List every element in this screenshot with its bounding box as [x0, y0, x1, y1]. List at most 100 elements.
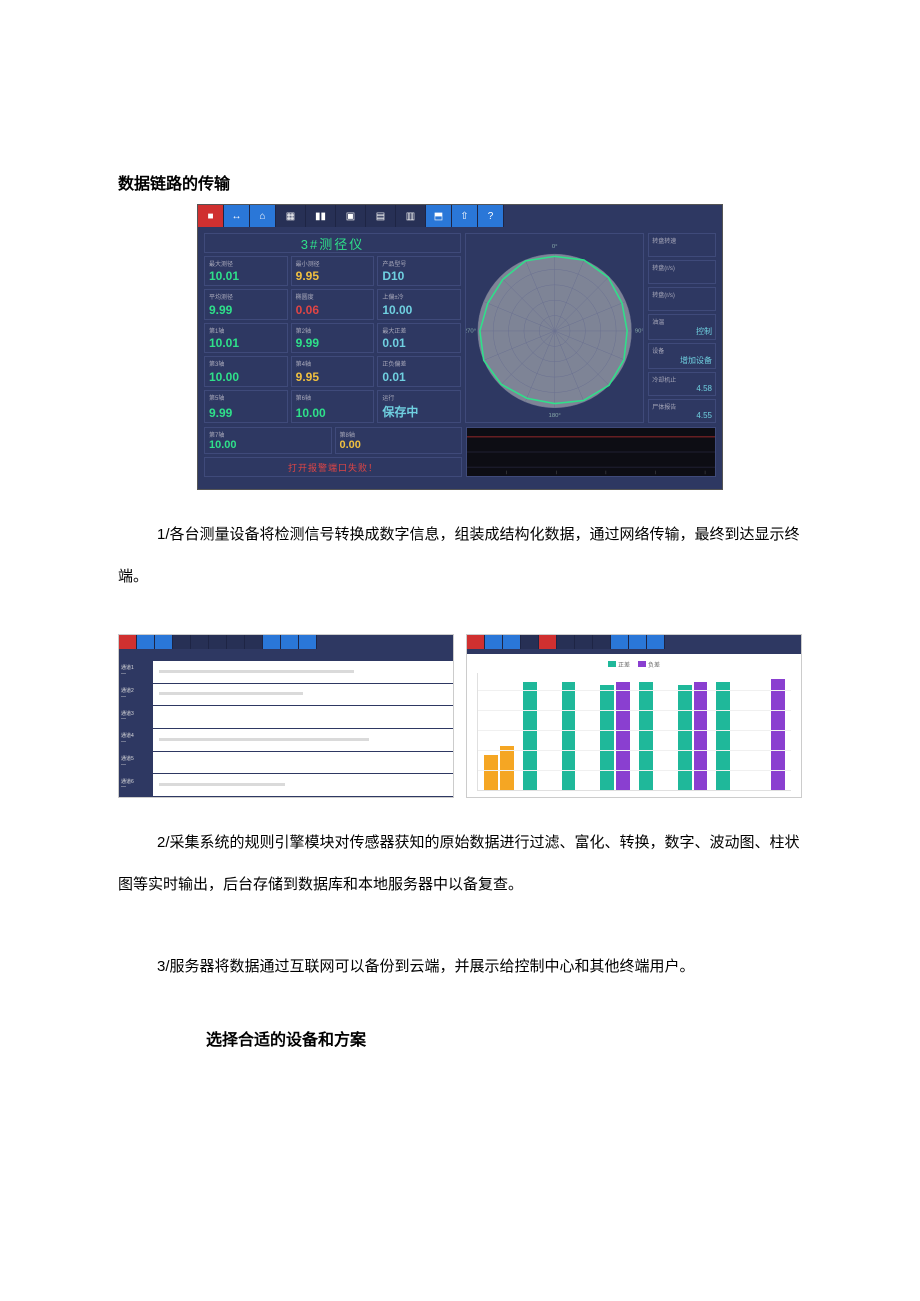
- side-column: 转盘转速 转盘(r/s) 转盘(r/s) 油温 控制设备 增加设备冷却机止 4.…: [648, 233, 716, 423]
- bottom-metrics: 第7轴 10.00第8轴 0.00 打开报警端口失败！: [204, 427, 462, 477]
- device-title-text: 3#测径仪: [301, 234, 364, 253]
- heading-2: 选择合适的设备和方案: [206, 1026, 920, 1050]
- metric-cell: 最小测径 9.95: [291, 256, 375, 286]
- bar-a: [639, 682, 653, 790]
- bar-group: [562, 673, 592, 790]
- heading-1: 数据链路的传输: [118, 170, 920, 194]
- side-box: 转盘转速: [648, 233, 716, 257]
- device-title: 3#测径仪: [204, 233, 461, 253]
- toolbar-nav-button[interactable]: ↔: [224, 205, 250, 227]
- metric-cell: 椭圆度 0.06: [291, 289, 375, 319]
- metric-cell: 第5轴 9.99: [204, 390, 288, 423]
- mini2-btn-red[interactable]: [467, 635, 485, 649]
- side-label: 设备: [652, 346, 712, 355]
- metric-label: 最大正差: [382, 326, 456, 335]
- toolbar-layout3-button[interactable]: ▥: [396, 205, 426, 227]
- toolbar-layout1-button[interactable]: ▣: [336, 205, 366, 227]
- toolbar-stop-button[interactable]: ■: [198, 205, 224, 227]
- metric-label: 最小测径: [296, 259, 370, 268]
- mini1-btn-red[interactable]: [119, 635, 137, 649]
- metric-value: 9.95: [296, 269, 370, 283]
- bar-a: [716, 682, 730, 790]
- metric-value: 0.00: [340, 439, 458, 451]
- side-label: 转盘转速: [652, 236, 712, 245]
- mini1-btn-3[interactable]: [155, 635, 173, 649]
- waveform-chart: [467, 428, 715, 476]
- waveform-row: 通道2—: [119, 684, 453, 707]
- mini1-header: [119, 649, 453, 661]
- side-value: 4.58: [652, 384, 712, 393]
- svg-text:270°: 270°: [466, 329, 476, 335]
- mini1-btn-11[interactable]: [299, 635, 317, 649]
- metric-cell: 第1轴 10.01: [204, 323, 288, 353]
- mini2-btn-10[interactable]: [629, 635, 647, 649]
- mini2-btn-7[interactable]: [575, 635, 593, 649]
- metric-value: D10: [382, 269, 456, 283]
- row-track: [153, 752, 453, 774]
- metric-value: 10.00: [209, 439, 327, 451]
- mini2-toolbar: [467, 635, 801, 649]
- mini2-btn-4[interactable]: [521, 635, 539, 649]
- mini1-btn-4[interactable]: [173, 635, 191, 649]
- mini2-btn-9[interactable]: [611, 635, 629, 649]
- metric-value: 0.06: [296, 303, 370, 317]
- alert-message: 打开报警端口失败！: [204, 457, 462, 477]
- mini-screenshot-barchart: 正差负差: [466, 634, 802, 798]
- waveform-row: 通道5—: [119, 752, 453, 775]
- metric-label: 第6轴: [296, 393, 370, 402]
- mini2-body: 正差负差: [467, 654, 801, 797]
- metric-value: 9.99: [209, 303, 283, 317]
- mini1-btn-7[interactable]: [227, 635, 245, 649]
- bar-a: [484, 755, 498, 790]
- legend-item: 负差: [638, 660, 660, 669]
- metric-label: 正负偏差: [382, 359, 456, 368]
- mini2-btn-8[interactable]: [593, 635, 611, 649]
- paragraph-3: 3/服务器将数据通过互联网可以备份到云端，并展示给控制中心和其他终端用户。: [118, 946, 802, 988]
- metric-cell: 产品型号 D10: [377, 256, 461, 286]
- radar-chart: 0°90°180°270°: [466, 234, 643, 422]
- mini2-btn-6[interactable]: [557, 635, 575, 649]
- toolbar-home-button[interactable]: ⌂: [250, 205, 276, 227]
- waveform-panel: [466, 427, 716, 477]
- toolbar-grid-button[interactable]: ▦: [276, 205, 306, 227]
- toolbar-chart-button[interactable]: ▮▮: [306, 205, 336, 227]
- row-label: 通道5—: [119, 752, 153, 774]
- side-value: 控制: [652, 326, 712, 337]
- toolbar-upload-button[interactable]: ⇧: [452, 205, 478, 227]
- bar-chart: [477, 673, 791, 791]
- mini1-btn-8[interactable]: [245, 635, 263, 649]
- metric-cell: 第4轴 9.95: [291, 356, 375, 386]
- mini2-btn-2[interactable]: [485, 635, 503, 649]
- mini1-btn-2[interactable]: [137, 635, 155, 649]
- row-label: 通道4—: [119, 729, 153, 751]
- dashboard-screenshot: ■ ↔ ⌂ ▦ ▮▮ ▣ ▤ ▥ ⬒ ⇧ ? 3#测径仪 最大测径 10.01最…: [197, 204, 723, 490]
- metric-label: 第5轴: [209, 393, 283, 402]
- metric-value: 10.00: [209, 370, 283, 384]
- mini2-btn-11[interactable]: [647, 635, 665, 649]
- row-label: 通道1—: [119, 661, 153, 683]
- dashboard-toolbar: ■ ↔ ⌂ ▦ ▮▮ ▣ ▤ ▥ ⬒ ⇧ ?: [198, 205, 722, 227]
- metric-cell: 平均测径 9.99: [204, 289, 288, 319]
- bar-group: [678, 673, 708, 790]
- metric-cell: 第2轴 9.99: [291, 323, 375, 353]
- side-label: 油温: [652, 317, 712, 326]
- bottom-metric: 第8轴 0.00: [335, 427, 463, 454]
- paragraph-1: 1/各台测量设备将检测信号转换成数字信息，组装成结构化数据，通过网络传输，最终到…: [118, 514, 802, 598]
- mini1-btn-6[interactable]: [209, 635, 227, 649]
- toolbar-layout2-button[interactable]: ▤: [366, 205, 396, 227]
- metric-value: 10.00: [296, 406, 370, 420]
- bottom-metric: 第7轴 10.00: [204, 427, 332, 454]
- row-label: 通道6—: [119, 774, 153, 796]
- mini1-btn-9[interactable]: [263, 635, 281, 649]
- row-label: 通道2—: [119, 684, 153, 706]
- mini2-btn-5[interactable]: [539, 635, 557, 649]
- metric-value: 10.00: [382, 303, 456, 317]
- toolbar-help-button[interactable]: ?: [478, 205, 504, 227]
- mini2-btn-3[interactable]: [503, 635, 521, 649]
- bar-b: [771, 679, 785, 790]
- toolbar-export-button[interactable]: ⬒: [426, 205, 452, 227]
- svg-text:90°: 90°: [635, 329, 643, 335]
- row-track: [153, 661, 453, 683]
- mini1-btn-5[interactable]: [191, 635, 209, 649]
- mini1-btn-10[interactable]: [281, 635, 299, 649]
